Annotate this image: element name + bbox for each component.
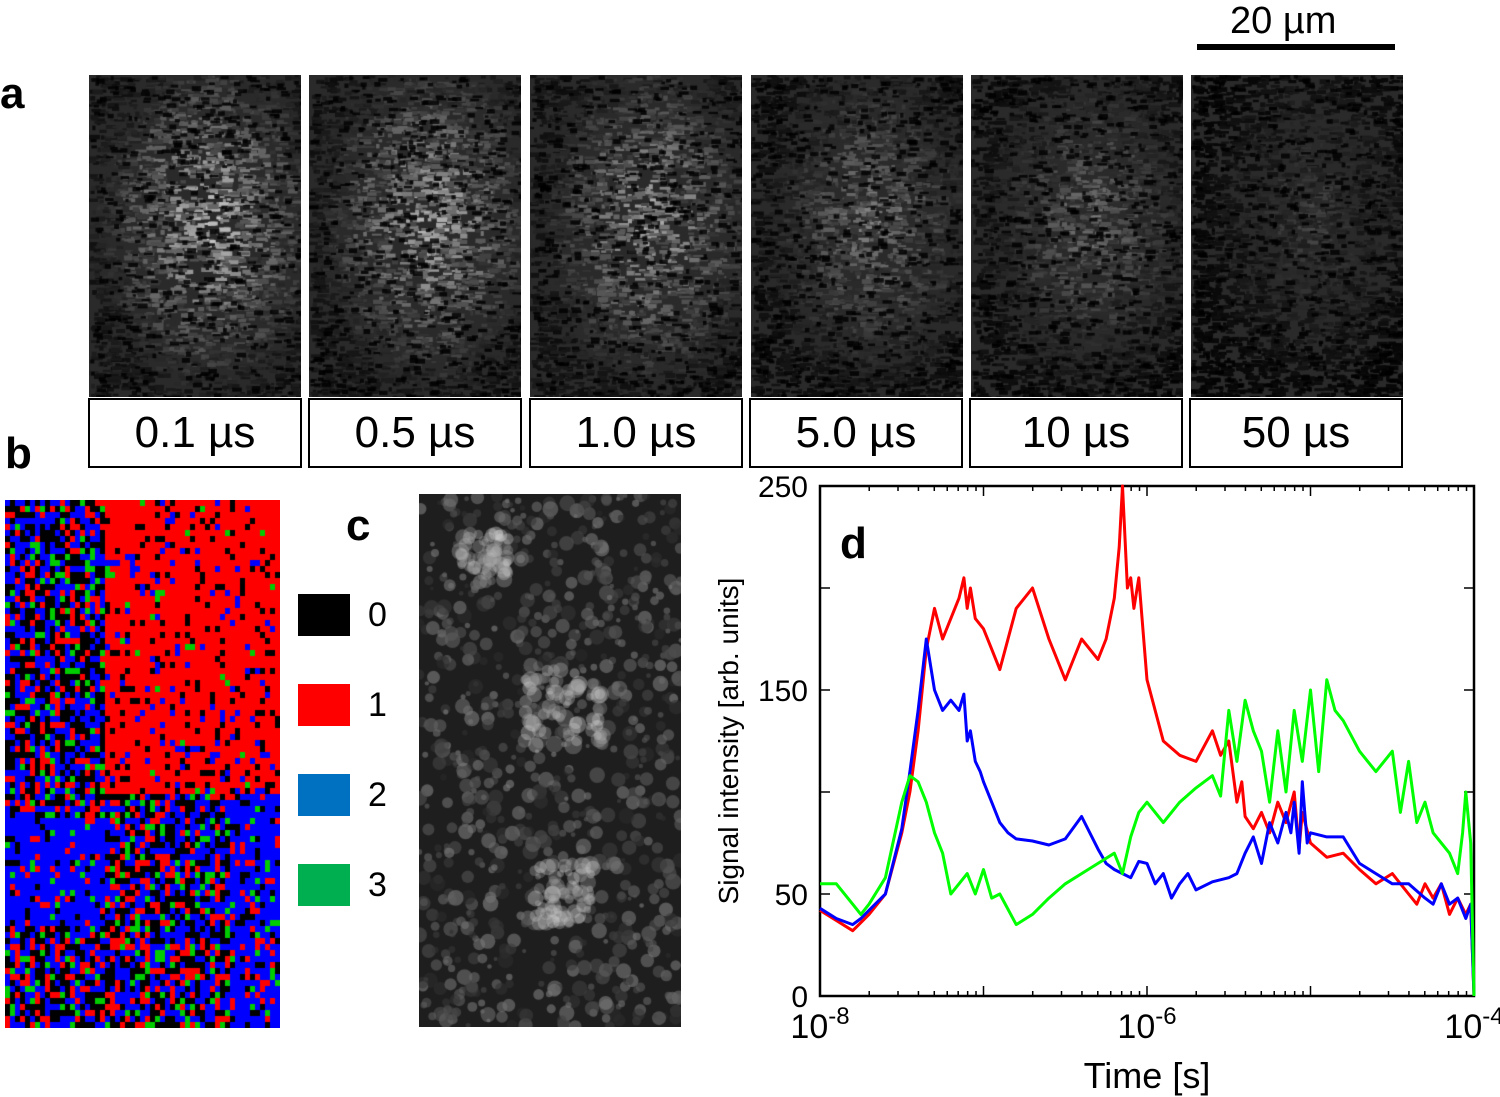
signal-intensity-chart: d 0 50 150 250 10-8 10-6 10-4 Time [s] Signal … xyxy=(713,471,1500,1096)
x-axis-label: Time [s] xyxy=(1084,1055,1211,1096)
micrograph-frame xyxy=(309,75,521,397)
frame-time-label: 50 µs xyxy=(1189,398,1403,468)
panel-c-image xyxy=(419,494,681,1027)
panel-label-b: b xyxy=(5,429,32,478)
y-tick-label: 50 xyxy=(775,879,808,912)
legend-swatch-3 xyxy=(298,864,350,906)
legend-swatch-2 xyxy=(298,774,350,816)
micrograph-frame xyxy=(530,75,742,397)
scale-bar xyxy=(1197,44,1395,50)
panel-label-a: a xyxy=(0,69,25,118)
micrograph-frame xyxy=(971,75,1183,397)
series-line-3 xyxy=(820,678,1476,997)
y-tick-label: 0 xyxy=(791,981,808,1014)
scale-bar-label: 20 µm xyxy=(1230,0,1337,42)
legend-label-0: 0 xyxy=(368,596,387,634)
panel-label-d: d xyxy=(840,519,867,568)
frame-time-label: 5.0 µs xyxy=(749,398,963,468)
panel-label-c: c xyxy=(346,501,371,550)
legend-swatch-0 xyxy=(298,594,350,636)
plot-frame xyxy=(818,484,1476,998)
frame-time-label: 0.5 µs xyxy=(308,398,522,468)
frame-time-label: 10 µs xyxy=(969,398,1183,468)
x-tick-label: 10-6 xyxy=(1117,1003,1176,1046)
legend-label-2: 2 xyxy=(368,776,387,814)
legend-label-3: 3 xyxy=(368,866,387,904)
series-line-1 xyxy=(819,484,1476,997)
y-axis-label: Signal intensity [arb. units] xyxy=(713,578,744,905)
legend-swatch-1 xyxy=(298,684,350,726)
frame-time-label: 1.0 µs xyxy=(529,398,743,468)
x-tick-label: 10-8 xyxy=(790,1003,849,1046)
frame-time-label: 0.1 µs xyxy=(88,398,302,468)
y-tick-label: 150 xyxy=(758,675,808,708)
micrograph-frame xyxy=(1191,75,1403,397)
micrograph-frame xyxy=(751,75,963,397)
classification-map xyxy=(5,500,280,1028)
x-tick-label: 10-4 xyxy=(1444,1003,1500,1046)
micrograph-frame xyxy=(89,75,301,397)
y-tick-label: 250 xyxy=(758,471,808,504)
legend-label-1: 1 xyxy=(368,686,387,724)
series-line-2 xyxy=(819,637,1476,997)
